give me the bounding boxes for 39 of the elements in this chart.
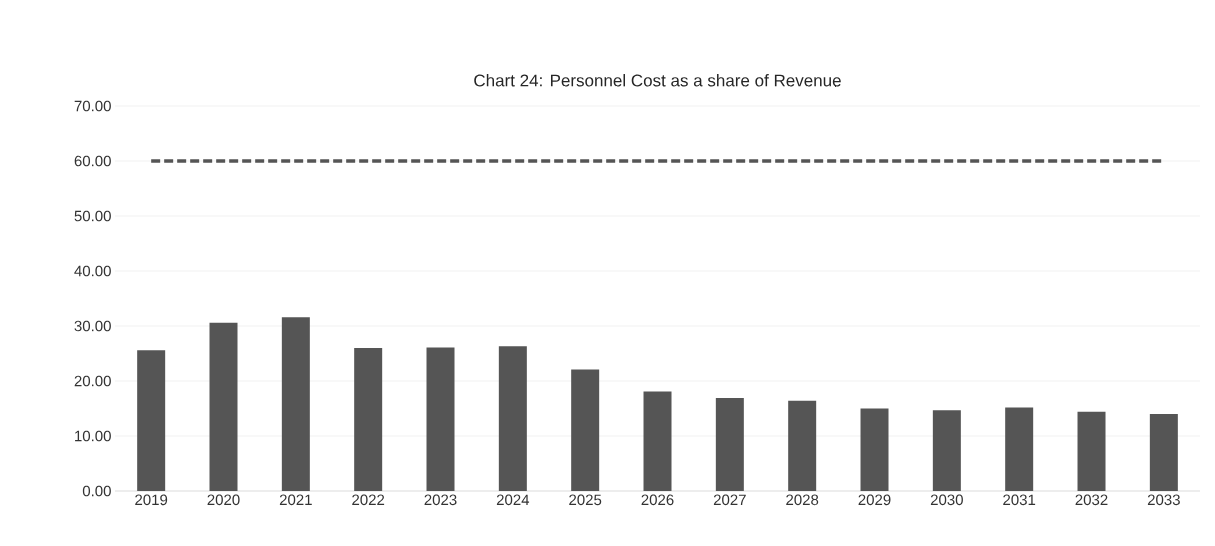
- y-tick-label: 60.00: [74, 155, 111, 167]
- y-tick-label: 50.00: [74, 210, 111, 222]
- x-tick-label: 2024: [496, 494, 530, 506]
- x-tick-label: 2031: [1003, 494, 1036, 506]
- bar: [498, 346, 527, 491]
- bar: [643, 391, 672, 491]
- x-tick-label: 2023: [424, 494, 457, 506]
- y-tick-label: 40.00: [74, 265, 111, 277]
- bar: [715, 398, 744, 491]
- y-tick-label: 30.00: [74, 320, 111, 332]
- x-tick-label: 2026: [641, 494, 674, 506]
- x-tick-label: 2021: [279, 494, 312, 506]
- bar: [1005, 407, 1034, 491]
- x-tick-label: 2033: [1147, 494, 1180, 506]
- x-tick-label: 2028: [786, 494, 819, 506]
- bar: [1149, 414, 1178, 491]
- y-tick-label: 20.00: [74, 375, 111, 387]
- bar: [932, 410, 961, 491]
- x-tick-label: 2030: [930, 494, 963, 506]
- chart-title: Chart 24: Personnel Cost as a share of Revenue: [474, 74, 841, 87]
- x-tick-label: 2019: [135, 494, 168, 506]
- bar: [137, 350, 166, 491]
- y-tick-label: 10.00: [75, 430, 111, 442]
- x-tick-label: 2022: [352, 494, 385, 506]
- x-tick-label: 2020: [207, 494, 240, 506]
- bar: [1077, 411, 1106, 491]
- x-tick-label: 2027: [713, 494, 746, 506]
- bar: [209, 322, 238, 491]
- bar: [354, 348, 383, 491]
- y-tick-label: 70.00: [74, 100, 111, 112]
- bar: [860, 408, 889, 491]
- y-tick-label: 0.00: [82, 485, 111, 497]
- bar: [426, 347, 455, 491]
- bar: [788, 400, 817, 491]
- x-tick-label: 2025: [569, 494, 602, 506]
- bar: [281, 317, 310, 491]
- x-tick-label: 2032: [1075, 494, 1108, 506]
- bar: [571, 369, 600, 491]
- x-tick-label: 2029: [858, 494, 891, 506]
